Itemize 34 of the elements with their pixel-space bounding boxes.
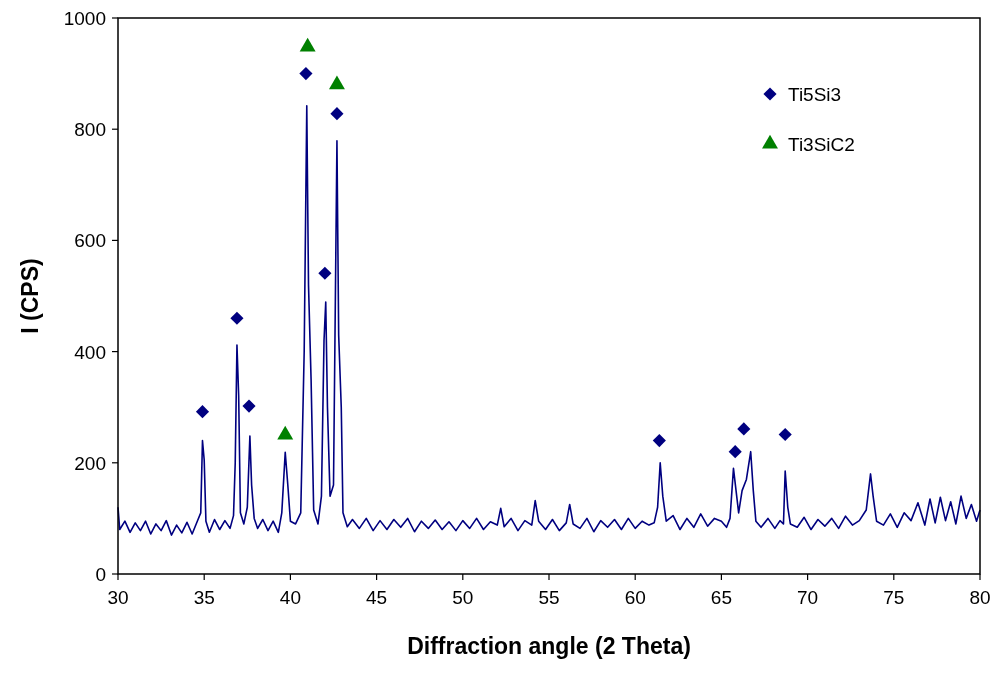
legend-label: Ti5Si3 bbox=[788, 84, 842, 105]
x-axis-title: Diffraction angle (2 Theta) bbox=[407, 633, 691, 659]
y-tick-label: 1000 bbox=[63, 8, 106, 29]
y-tick-label: 800 bbox=[74, 119, 106, 141]
x-tick-label: 45 bbox=[366, 587, 388, 608]
point bbox=[778, 427, 792, 442]
x-tick-label: 35 bbox=[193, 587, 215, 608]
point bbox=[652, 433, 666, 448]
legend-label: Ti3SiC2 bbox=[788, 134, 855, 155]
point bbox=[299, 67, 313, 81]
x-tick-label: 30 bbox=[107, 587, 129, 608]
line-series bbox=[117, 105, 981, 536]
point bbox=[737, 422, 751, 436]
x-tick-label: 80 bbox=[969, 587, 991, 608]
y-tick-label: 200 bbox=[74, 452, 106, 474]
y-axis-title: I (CPS) bbox=[17, 258, 43, 334]
x-tick-label: 60 bbox=[624, 587, 646, 608]
x-tick-label: 70 bbox=[797, 587, 819, 608]
point bbox=[328, 75, 345, 90]
x-tick-label: 50 bbox=[452, 587, 474, 608]
y-tick-label: 0 bbox=[95, 564, 106, 585]
point bbox=[299, 37, 316, 52]
x-tick-label: 65 bbox=[710, 587, 732, 608]
point bbox=[230, 311, 244, 325]
point bbox=[195, 405, 210, 419]
x-tick-label: 55 bbox=[538, 587, 560, 608]
point bbox=[242, 399, 256, 413]
x-tick-label: 40 bbox=[279, 587, 301, 608]
point bbox=[728, 445, 742, 459]
point bbox=[330, 107, 344, 121]
y-tick-label: 600 bbox=[74, 230, 106, 252]
point bbox=[318, 266, 332, 280]
x-tick-label: 75 bbox=[883, 587, 905, 608]
y-tick-label: 400 bbox=[74, 341, 106, 363]
